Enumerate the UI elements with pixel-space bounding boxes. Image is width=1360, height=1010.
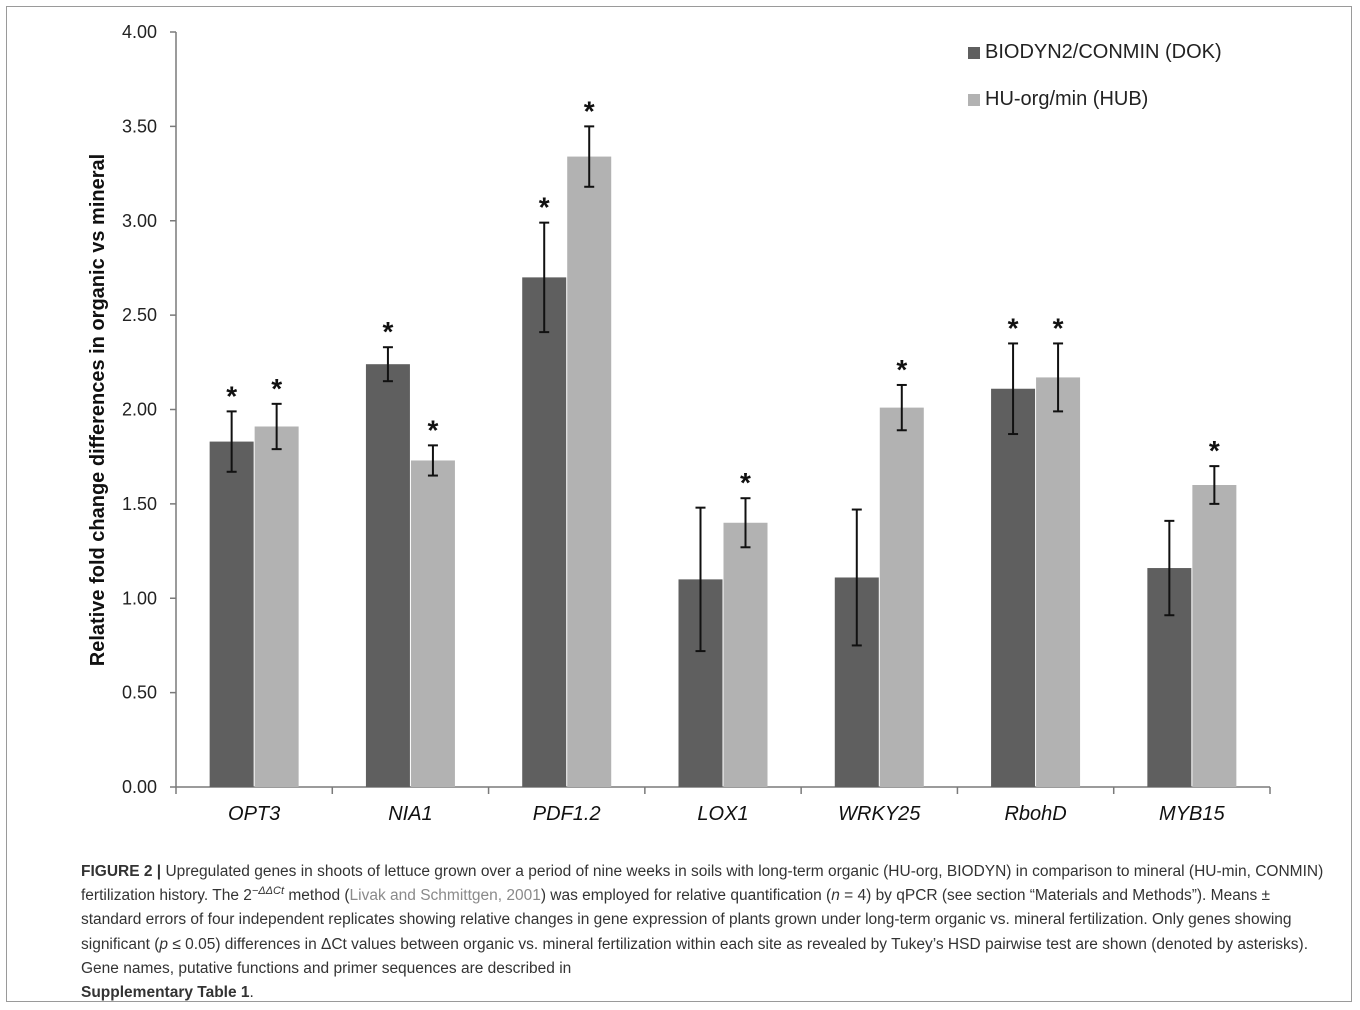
bar (522, 277, 567, 787)
y-tick-label: 0.00 (122, 777, 157, 797)
bar (879, 407, 924, 787)
bar (723, 522, 768, 787)
bar (567, 156, 612, 787)
y-axis-label: Relative fold change differences in orga… (87, 154, 109, 666)
x-category-label: OPT3 (228, 803, 280, 825)
significance-asterisk: * (1053, 312, 1064, 343)
bar (254, 426, 299, 787)
significance-asterisk: * (382, 316, 393, 347)
caption-supplementary-link[interactable]: Supplementary Table 1 (81, 984, 250, 1002)
significance-asterisk: * (896, 354, 907, 385)
caption-text-3: ) was employed for relative quantificati… (540, 887, 832, 905)
x-category-label: WRKY25 (838, 803, 921, 825)
legend-swatch (968, 47, 980, 59)
legend-label: HU-org/min (HUB) (985, 88, 1148, 110)
legend-label: BIODYN2/CONMIN (DOK) (985, 41, 1222, 63)
legend: BIODYN2/CONMIN (DOK) HU-org/min (HUB) (968, 41, 1222, 110)
y-tick-label: 2.50 (122, 305, 157, 325)
significance-asterisk: * (427, 414, 438, 445)
bars: * * * * * * * * * * * (209, 95, 1237, 787)
y-tick-label: 1.50 (122, 494, 157, 514)
bar (1036, 377, 1081, 787)
caption-text-6: . (249, 984, 254, 1002)
significance-asterisk: * (226, 380, 237, 411)
figure-frame (6, 6, 1352, 1002)
caption-n-variable: n (831, 887, 840, 905)
caption-reference-link[interactable]: Livak and Schmittgen, 2001 (349, 887, 541, 905)
significance-asterisk: * (539, 192, 550, 223)
x-category-label: NIA1 (388, 803, 432, 825)
y-tick-label: 3.00 (122, 211, 157, 231)
caption-text-4: = 4) by qPCR (see section “Materials and… (81, 887, 1292, 953)
significance-asterisk: * (584, 95, 595, 126)
legend-swatch (968, 94, 980, 106)
bar (365, 364, 410, 787)
x-category-label: LOX1 (697, 803, 748, 825)
x-category-label: MYB15 (1159, 803, 1225, 825)
caption-figure-label: FIGURE 2 | (81, 863, 162, 880)
caption-superscript: −ΔΔCt (251, 885, 285, 898)
y-tick-label: 4.00 (122, 22, 157, 42)
bar (991, 388, 1036, 787)
y-tick-label: 3.50 (122, 116, 157, 136)
x-category-label: RbohD (1004, 803, 1066, 825)
figure-caption: FIGURE 2 | Upregulated genes in shoots o… (81, 860, 1326, 1005)
significance-asterisk: * (1008, 312, 1019, 343)
significance-asterisk: * (740, 467, 751, 498)
y-tick-label: 1.00 (122, 588, 157, 608)
axes: 0.00 0.50 1.00 1.50 2.00 2.50 3.00 3.50 4.00 OPT3… (122, 22, 1271, 825)
y-tick-label: 0.50 (122, 683, 157, 703)
caption-text-2: method ( (284, 887, 350, 905)
y-tick-label: 2.00 (122, 400, 157, 420)
bar (209, 441, 254, 787)
significance-asterisk: * (1209, 435, 1220, 466)
significance-asterisk: * (271, 373, 282, 404)
caption-p-variable: p (159, 935, 169, 953)
bar (1192, 485, 1237, 787)
bar (410, 460, 455, 787)
x-category-label: PDF1.2 (533, 803, 601, 825)
caption-text-5: ≤ 0.05) differences in ΔCt values betwee… (81, 935, 1309, 977)
bar-chart: Relative fold change differences in orga… (87, 22, 1271, 825)
caption-text-1: Upregulated genes in shoots of lettuce g… (81, 863, 1324, 905)
